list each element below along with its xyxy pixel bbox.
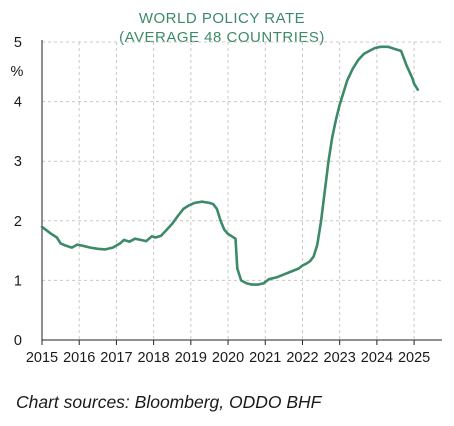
x-tick-label: 2023 — [324, 350, 356, 366]
y-tick-label: 5 — [14, 35, 22, 51]
y-tick-label: 4 — [14, 95, 22, 111]
x-tick-label: 2018 — [137, 350, 169, 366]
x-tick-label: 2021 — [249, 350, 281, 366]
x-tick-label: 2020 — [212, 350, 244, 366]
series-group — [40, 45, 420, 286]
x-tick-label: 2015 — [26, 350, 58, 366]
x-tick-label: 2024 — [361, 350, 393, 366]
y-tick-label: 0 — [14, 333, 22, 349]
x-tick-label: 2019 — [175, 350, 207, 366]
axes — [41, 40, 442, 345]
y-tick-labels: 0 1 2 3 4 5 — [14, 35, 22, 349]
chart-subtitle: (AVERAGE 48 COUNTRIES) — [119, 29, 325, 46]
y-tick-label: 3 — [14, 154, 22, 170]
series-line — [40, 45, 420, 286]
x-tick-label: 2022 — [286, 350, 318, 366]
x-tick-label: 2016 — [63, 350, 95, 366]
y-axis-label: % — [11, 64, 24, 80]
chart-source-note: Chart sources: Bloomberg, ODDO BHF — [16, 392, 322, 412]
x-tick-label: 2017 — [100, 350, 132, 366]
y-tick-label: 1 — [14, 273, 22, 289]
chart-title: WORLD POLICY RATE — [139, 10, 305, 27]
grid — [42, 41, 442, 340]
x-tick-label: 2025 — [398, 350, 430, 366]
y-tick-label: 2 — [14, 214, 22, 230]
x-tick-labels: 2015 2016 2017 2018 2019 2020 2021 2022 2023 2024… — [26, 350, 430, 366]
